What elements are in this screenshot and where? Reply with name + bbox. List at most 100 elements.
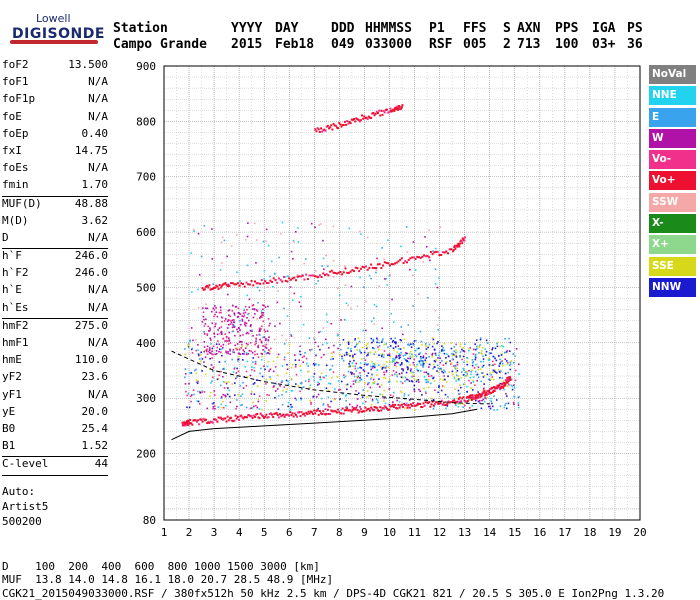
echo-point xyxy=(351,362,354,364)
echo-point xyxy=(345,351,347,354)
echo-point xyxy=(451,352,453,355)
trace-point-second-hop xyxy=(281,280,284,283)
echo-point xyxy=(291,389,294,392)
trace-point-second-hop xyxy=(233,283,236,286)
echo-point xyxy=(197,232,200,235)
trace-point-o-trace xyxy=(240,414,243,417)
trace-point-third-hop xyxy=(347,122,350,125)
echo-point xyxy=(237,355,240,358)
echo-point xyxy=(428,356,430,358)
echo-point xyxy=(238,348,241,351)
echo-point xyxy=(324,408,327,410)
header-value-0: Campo Grande xyxy=(113,37,207,52)
echo-point xyxy=(384,377,387,380)
echo-point xyxy=(391,340,394,343)
trace-point-third-hop xyxy=(362,117,365,120)
y-tick-label: 800 xyxy=(136,115,156,128)
trace-point-second-hop xyxy=(313,275,316,278)
echo-point xyxy=(252,401,254,404)
echo-point xyxy=(474,356,477,359)
logo-name: DIGISONDE xyxy=(12,26,105,42)
trace-point-o-trace xyxy=(397,403,400,406)
trace-point-second-hop xyxy=(320,275,323,278)
trace-point-o-trace xyxy=(190,422,193,425)
echo-point xyxy=(226,340,229,342)
echo-point xyxy=(228,395,231,398)
echo-point xyxy=(376,338,379,341)
trace-point-o-trace xyxy=(312,413,315,416)
echo-point xyxy=(333,398,335,401)
echo-point xyxy=(217,377,220,380)
echo-point xyxy=(508,383,510,386)
echo-point xyxy=(454,351,457,354)
echo-point xyxy=(444,378,446,381)
echo-point xyxy=(213,309,216,311)
trace-point-third-hop xyxy=(388,111,391,114)
echo-point xyxy=(344,284,347,286)
echo-point xyxy=(262,345,264,347)
echo-point xyxy=(187,343,190,345)
echo-point xyxy=(472,353,475,355)
echo-point xyxy=(203,350,206,353)
echo-point xyxy=(266,352,269,354)
echo-point xyxy=(394,346,397,348)
legend-item-vo: Vo+ xyxy=(649,171,696,191)
echo-point xyxy=(297,241,300,243)
trace-point-third-hop xyxy=(382,110,385,113)
echo-point xyxy=(373,381,376,383)
trace-point-o-trace xyxy=(432,404,435,407)
trace-point-o-trace xyxy=(289,411,292,414)
echo-point xyxy=(288,343,291,346)
echo-point xyxy=(412,371,414,374)
echo-point xyxy=(410,371,412,374)
echo-point xyxy=(410,346,413,349)
echo-point xyxy=(239,384,242,387)
echo-point xyxy=(366,363,368,366)
echo-point xyxy=(389,394,392,396)
echo-point xyxy=(374,362,376,365)
x-tick-label: 7 xyxy=(311,526,318,539)
echo-point xyxy=(254,361,257,363)
echo-point xyxy=(398,357,400,360)
echo-point xyxy=(347,343,350,345)
echo-point xyxy=(427,346,429,349)
echo-point xyxy=(252,357,255,359)
param-value: N/A xyxy=(88,283,108,297)
trace-point-o-trace xyxy=(202,417,205,420)
echo-point xyxy=(285,379,288,382)
trace-point-second-hop xyxy=(436,250,439,253)
echo-point xyxy=(511,388,514,391)
echo-point xyxy=(439,367,442,370)
echo-point xyxy=(452,353,455,356)
echo-point xyxy=(385,361,388,363)
echo-point xyxy=(229,401,232,404)
trace-point-second-hop xyxy=(255,282,258,285)
trace-point-o-trace xyxy=(333,409,336,412)
param-name: MUF(D) xyxy=(2,196,42,210)
echo-point xyxy=(492,371,494,373)
echo-point xyxy=(361,402,364,405)
trace-point-o-trace xyxy=(209,420,212,423)
echo-point xyxy=(250,393,253,395)
echo-point xyxy=(495,359,498,362)
trace-point-o-trace xyxy=(294,413,297,416)
echo-point xyxy=(227,352,229,355)
echo-point xyxy=(189,339,191,342)
echo-point xyxy=(290,333,292,336)
param-value: 48.88 xyxy=(74,196,108,210)
echo-point xyxy=(386,284,389,286)
echo-point xyxy=(320,223,322,225)
trace-point-o-trace xyxy=(351,408,354,411)
echo-point xyxy=(269,350,271,353)
echo-point xyxy=(241,345,244,348)
trace-point-o-trace xyxy=(416,403,419,406)
echo-point xyxy=(425,381,428,384)
trace-point-o-trace xyxy=(279,413,282,416)
echo-point xyxy=(421,356,424,359)
trace-point-o-trace xyxy=(265,413,268,416)
echo-point xyxy=(204,307,207,310)
echo-point xyxy=(385,397,388,400)
echo-point xyxy=(312,396,315,398)
echo-point xyxy=(356,305,359,308)
trace-point-third-hop xyxy=(326,124,329,127)
